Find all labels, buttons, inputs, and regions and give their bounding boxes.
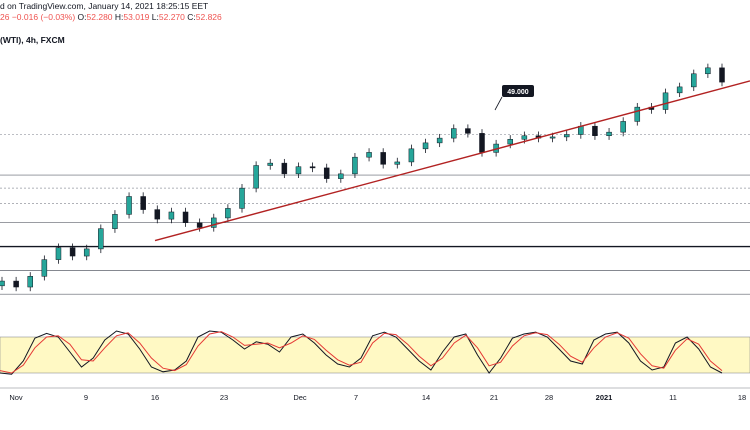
- candle-body: [98, 228, 104, 250]
- open-value: 52.280: [86, 12, 113, 22]
- x-tick-label: 28: [545, 393, 553, 402]
- candle-body: [408, 148, 415, 163]
- x-tick-label: 14: [422, 393, 430, 402]
- candle-body: [549, 136, 556, 139]
- x-tick-label: 11: [669, 393, 677, 402]
- low-label: L:: [151, 12, 159, 22]
- candle-body: [521, 135, 528, 140]
- candle-body: [154, 209, 161, 220]
- x-tick-label: Dec: [293, 393, 307, 402]
- close-label: C:: [187, 12, 196, 22]
- high-label: H:: [114, 12, 124, 22]
- high-value: 53.019: [123, 12, 150, 22]
- candle-body: [592, 125, 598, 136]
- candle-body: [451, 128, 457, 139]
- candle-body: [41, 259, 48, 277]
- candle-body: [196, 222, 203, 228]
- snapshot-caption: d on TradingView.com, January 14, 2021 1…: [0, 1, 209, 11]
- stoch-k-line: [0, 330, 723, 375]
- candle-body: [563, 134, 570, 138]
- x-tick-label: 21: [490, 393, 498, 402]
- candle-body: [606, 131, 612, 136]
- candle-body: [436, 137, 443, 144]
- candle-body: [323, 167, 330, 179]
- candle-body: [126, 196, 132, 215]
- candle-body: [83, 248, 90, 257]
- x-tick-label: 18: [738, 393, 746, 402]
- price-callout: 49.000: [494, 85, 534, 111]
- x-tick-label: 9: [84, 393, 88, 402]
- oscillator-band: [0, 336, 750, 374]
- candle-body: [239, 187, 245, 209]
- candle-body: [719, 67, 725, 83]
- candle-body: [366, 152, 372, 158]
- x-tick-label: 23: [220, 393, 228, 402]
- low-value: 52.270: [158, 12, 185, 22]
- candle-body: [168, 211, 175, 220]
- stoch-d-line: [0, 331, 723, 374]
- price-change: −0.016 (−0.03%): [11, 12, 76, 22]
- candle-body: [479, 133, 485, 153]
- callout-label: 49.000: [507, 89, 529, 96]
- ohlc-readout: 26 −0.016 (−0.03%) O:52.280 H:53.019 L:5…: [0, 11, 222, 23]
- candle-body: [182, 211, 189, 223]
- x-axis: Nov 9 16 23 Dec 7 14 21 28 2021 11 18: [0, 387, 750, 402]
- candle-body: [620, 121, 626, 133]
- candle-body: [69, 247, 76, 257]
- candle-body: [281, 162, 288, 175]
- candle-body: [338, 173, 344, 179]
- candle-body: [140, 196, 146, 210]
- x-tick-label: 16: [151, 393, 159, 402]
- callout-bubble: [502, 85, 534, 97]
- candlestick-series: [0, 63, 725, 292]
- candle-body: [352, 156, 358, 175]
- candle-body: [705, 67, 711, 75]
- candle-body: [295, 166, 302, 175]
- candle-body: [394, 161, 401, 165]
- candle-body: [507, 139, 513, 145]
- close-value: 52.826: [195, 12, 222, 22]
- candle-body: [309, 166, 316, 169]
- candle-body: [422, 142, 429, 150]
- symbol-legend: (WTI), 4h, FXCM: [0, 35, 65, 45]
- open-label: O:: [77, 12, 87, 22]
- trendline-group: [154, 80, 750, 242]
- candle-body: [691, 73, 697, 88]
- candle-body: [465, 128, 471, 134]
- ohlc-prefix: 26: [0, 12, 10, 22]
- candle-body: [676, 86, 683, 94]
- candle-body: [380, 152, 386, 165]
- trendline: [154, 80, 750, 242]
- stochastic-oscillator: [0, 330, 750, 375]
- candle-body: [253, 165, 259, 189]
- candle-body: [211, 217, 217, 228]
- candle-body: [0, 280, 5, 287]
- candle-body: [634, 106, 641, 122]
- candle-body: [55, 247, 62, 260]
- candle-body: [267, 162, 273, 166]
- candle-body: [27, 276, 33, 288]
- callout-pointer: [494, 96, 503, 111]
- candle-body: [112, 214, 118, 229]
- price-levels: [0, 134, 750, 295]
- candle-body: [13, 280, 19, 288]
- candle-body: [225, 208, 231, 219]
- candle-body: [662, 92, 669, 110]
- x-tick-label: 2021: [596, 393, 613, 402]
- x-tick-label: Nov: [9, 393, 23, 402]
- x-tick-label: 7: [354, 393, 358, 402]
